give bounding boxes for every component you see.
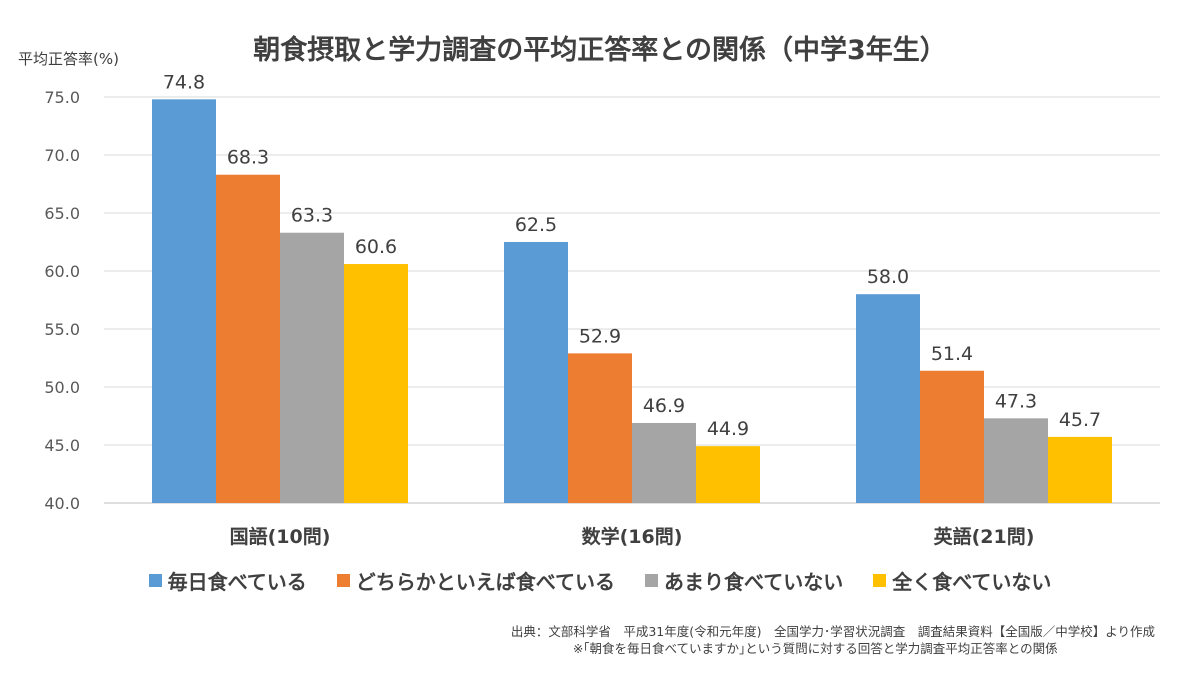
data-label: 58.0 xyxy=(867,266,909,288)
y-tick-label: 40.0 xyxy=(44,494,80,513)
data-label: 52.9 xyxy=(579,325,621,347)
y-tick-label: 55.0 xyxy=(44,320,80,339)
legend-item: 毎日食べている xyxy=(148,566,307,595)
y-tick-label: 75.0 xyxy=(44,88,80,107)
y-tick-label: 70.0 xyxy=(44,146,80,165)
legend-item: あまり食べていない xyxy=(645,566,843,595)
source-note: 出典：文部科学省 平成31年度(令和元年度) 全国学力･学習状況調査 調査結果資… xyxy=(511,623,1155,657)
bar xyxy=(216,174,280,503)
y-tick-label: 60.0 xyxy=(44,262,80,281)
x-tick-label: 数学(16問) xyxy=(582,525,683,548)
data-label: 45.7 xyxy=(1059,409,1101,431)
bar xyxy=(856,294,920,503)
data-label: 47.3 xyxy=(995,390,1037,412)
data-label: 60.6 xyxy=(355,236,397,258)
legend-label: 毎日食べている xyxy=(167,570,307,594)
bar xyxy=(344,264,408,503)
bar xyxy=(1048,436,1112,503)
data-label: 74.8 xyxy=(163,71,205,93)
source-line-2: ※｢朝食を毎日食べていますか｣という質問に対する回答と学力調査平均正答率との関係 xyxy=(572,641,1058,656)
data-label: 63.3 xyxy=(291,205,333,227)
x-tick-label: 英語(21問) xyxy=(934,525,1035,548)
legend: 毎日食べている どちらかといえば食べている あまり食べていない 全く食べていない xyxy=(0,566,1200,595)
bar xyxy=(280,232,344,503)
legend-label: どちらかといえば食べている xyxy=(355,570,615,594)
x-tick-label: 国語(10問) xyxy=(230,525,331,548)
legend-swatch xyxy=(336,574,350,587)
legend-label: あまり食べていない xyxy=(664,570,844,594)
bar xyxy=(504,242,568,503)
data-label: 62.5 xyxy=(515,214,557,236)
bar xyxy=(984,418,1048,503)
legend-item: どちらかといえば食べている xyxy=(336,566,615,595)
data-label: 68.3 xyxy=(227,147,269,169)
legend-swatch xyxy=(873,574,887,587)
bar xyxy=(152,99,216,503)
y-tick-label: 50.0 xyxy=(44,378,80,397)
legend-item: 全く食べていない xyxy=(873,566,1051,595)
legend-label: 全く食べていない xyxy=(892,570,1052,594)
legend-swatch xyxy=(148,574,162,587)
data-label: 46.9 xyxy=(643,395,685,417)
data-label: 51.4 xyxy=(931,343,973,365)
y-tick-label: 45.0 xyxy=(44,436,80,455)
bar xyxy=(696,446,760,503)
legend-swatch xyxy=(645,574,658,587)
bar xyxy=(920,370,984,503)
y-tick-label: 65.0 xyxy=(44,204,80,223)
y-axis-label: 平均正答率(%) xyxy=(18,50,119,68)
data-label: 44.9 xyxy=(707,418,749,440)
bar xyxy=(568,353,632,503)
chart-title: 朝食摂取と学力調査の平均正答率との関係（中学3年生） xyxy=(253,35,947,66)
bar xyxy=(632,422,696,503)
source-line-1: 出典：文部科学省 平成31年度(令和元年度) 全国学力･学習状況調査 調査結果資… xyxy=(510,624,1155,639)
